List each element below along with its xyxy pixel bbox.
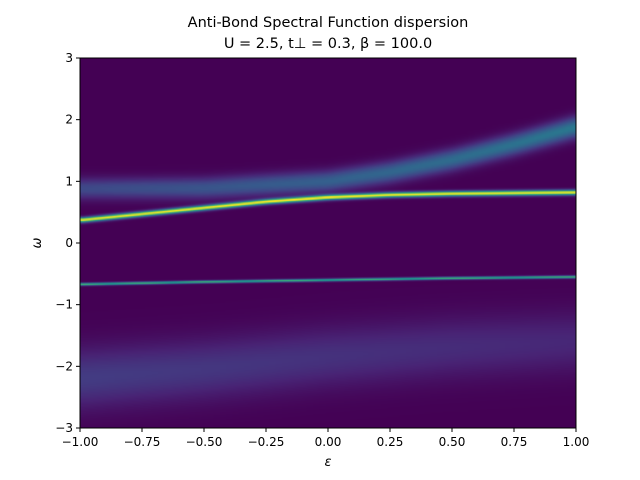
x-tick-label: 0.25 <box>377 435 404 449</box>
y-tick-label: 2 <box>65 113 73 127</box>
y-tick-label: −1 <box>55 298 73 312</box>
spectral-heatmap <box>80 58 576 428</box>
y-tick-label: 1 <box>65 174 73 188</box>
y-tick-label: −2 <box>55 359 73 373</box>
x-tick-label: −0.75 <box>124 435 161 449</box>
x-tick-label: 0.50 <box>439 435 466 449</box>
y-tick-label: −3 <box>55 421 73 435</box>
heatmap-layer <box>80 58 576 428</box>
x-tick-label: 1.00 <box>563 435 590 449</box>
plot-area <box>79 57 577 429</box>
x-tick-label: −0.50 <box>186 435 223 449</box>
x-axis-label: ε <box>324 455 331 470</box>
x-tick-label: 0.00 <box>315 435 342 449</box>
y-axis-label: ω <box>30 237 45 248</box>
y-axis: −3 −2 −1 0 1 2 3 <box>55 51 80 435</box>
y-tick-label: 3 <box>65 51 73 65</box>
chart-title: Anti-Bond Spectral Function dispersion <box>188 15 469 31</box>
y-tick-label: 0 <box>65 236 73 250</box>
x-tick-label: 0.75 <box>501 435 528 449</box>
chart-subtitle: U = 2.5, t⊥ = 0.3, β = 100.0 <box>224 36 432 52</box>
x-axis: −1.00 −0.75 −0.50 −0.25 0.00 0.25 0.50 0.75 1.00 <box>62 428 590 449</box>
x-tick-label: −1.00 <box>62 435 99 449</box>
x-tick-label: −0.25 <box>248 435 285 449</box>
